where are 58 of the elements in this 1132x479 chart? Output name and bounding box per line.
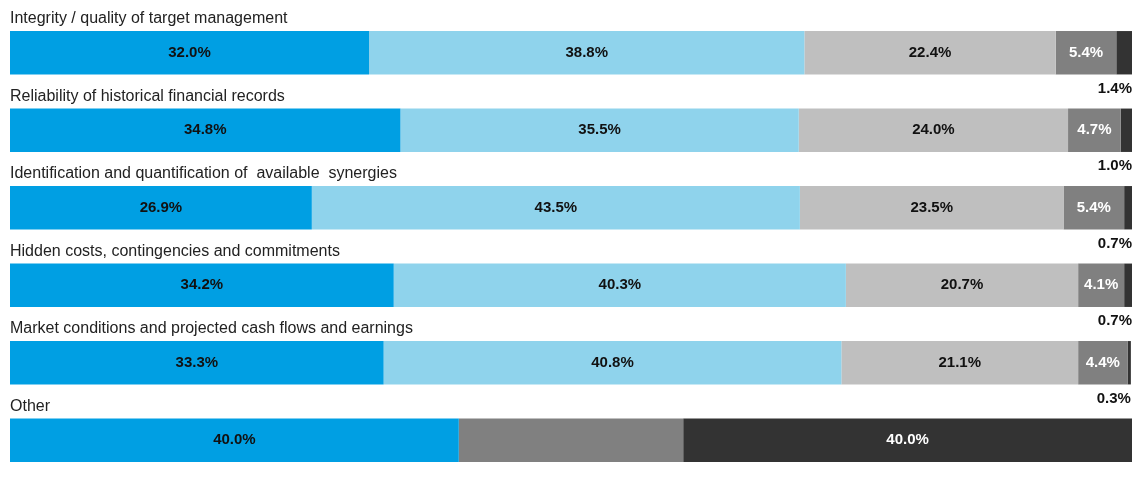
data-label: 32.0% xyxy=(168,42,211,60)
bar xyxy=(1116,31,1132,75)
bar xyxy=(393,263,846,307)
bar xyxy=(10,186,312,230)
bar xyxy=(1078,341,1128,385)
bar xyxy=(10,31,370,75)
bar xyxy=(798,108,1069,152)
data-label: 1.0% xyxy=(1097,156,1132,174)
bar xyxy=(1124,263,1132,307)
bar xyxy=(369,31,805,75)
data-label: 23.5% xyxy=(910,197,953,215)
bar xyxy=(311,186,800,230)
data-label: 33.3% xyxy=(175,352,219,370)
bar xyxy=(1068,108,1121,152)
data-label: 22.4% xyxy=(908,42,952,60)
data-label: 4.1% xyxy=(1084,275,1119,293)
data-label: 21.1% xyxy=(938,352,982,370)
bar xyxy=(10,108,401,152)
data-label: 5.4% xyxy=(1068,42,1104,60)
y-tick-label: Identification and quantification of available synergies xyxy=(10,164,397,182)
data-label: 40.3% xyxy=(598,275,642,293)
y-tick-label: Other xyxy=(10,396,51,414)
bar xyxy=(458,418,684,462)
bar xyxy=(804,31,1056,75)
bar xyxy=(400,108,799,152)
data-label: 24.0% xyxy=(912,120,955,138)
data-label: 4.4% xyxy=(1085,352,1120,370)
data-label: 34.8% xyxy=(183,120,227,138)
data-label: 5.4% xyxy=(1076,197,1111,215)
data-label: 38.8% xyxy=(565,42,608,60)
data-label: 26.9% xyxy=(139,197,183,215)
data-label: 0.7% xyxy=(1097,233,1132,251)
data-label: 0.7% xyxy=(1097,311,1132,329)
data-label: 40.8% xyxy=(591,352,634,370)
bar xyxy=(799,186,1064,230)
bar xyxy=(683,418,1132,462)
data-label: 4.7% xyxy=(1077,120,1112,138)
data-label: 20.7% xyxy=(940,275,984,293)
data-label: 0.3% xyxy=(1096,388,1131,406)
bar xyxy=(10,341,384,385)
data-label: 40.0% xyxy=(213,430,256,448)
bar xyxy=(1055,31,1117,75)
data-label: 35.5% xyxy=(578,120,621,138)
bar xyxy=(841,341,1079,385)
bar xyxy=(845,263,1079,307)
y-tick-label: Hidden costs, contingencies and commitments xyxy=(10,241,340,259)
data-label: 34.2% xyxy=(180,275,224,293)
y-tick-label: Integrity / quality of target management xyxy=(10,9,289,27)
bar xyxy=(10,263,394,307)
data-label: 43.5% xyxy=(534,197,578,215)
data-label: 40.0% xyxy=(886,430,929,448)
bar xyxy=(1120,108,1132,152)
y-tick-label: Reliability of historical financial records xyxy=(10,86,285,104)
bar xyxy=(1124,186,1132,230)
y-tick-label: Market conditions and projected cash flows and earnings xyxy=(10,319,413,337)
data-label: 1.4% xyxy=(1097,78,1132,96)
bar xyxy=(383,341,842,385)
bar xyxy=(10,418,459,462)
